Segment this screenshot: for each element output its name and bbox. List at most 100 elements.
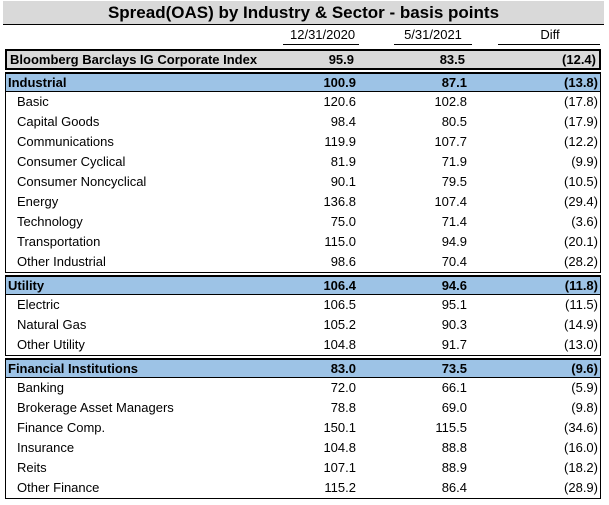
row-label: Financial Institutions bbox=[8, 361, 139, 376]
value-12-31-2020: 115.2 bbox=[324, 480, 356, 495]
value-diff: (9.6) bbox=[571, 361, 598, 376]
value-12-31-2020: 98.6 bbox=[330, 254, 356, 269]
value-12-31-2020: 104.8 bbox=[323, 337, 356, 352]
row-label: Capital Goods bbox=[17, 114, 100, 129]
value-12-31-2020: 104.8 bbox=[323, 440, 356, 455]
industry-row: Communications 119.9 107.7 (12.2) bbox=[5, 132, 601, 152]
industry-row: Technology 75.0 71.4 (3.6) bbox=[5, 212, 601, 232]
row-label: Communications bbox=[17, 134, 114, 149]
value-12-31-2020: 81.9 bbox=[330, 154, 356, 169]
sector-row: Financial Institutions 83.0 73.5 (9.6) bbox=[5, 358, 601, 378]
industry-row: Other Finance 115.2 86.4 (28.9) bbox=[5, 478, 601, 498]
column-header-underline bbox=[498, 44, 600, 45]
industry-row: Banking 72.0 66.1 (5.9) bbox=[5, 378, 601, 398]
value-diff: (12.4) bbox=[562, 52, 596, 67]
sector-section-border bbox=[5, 275, 601, 356]
value-12-31-2020: 78.8 bbox=[330, 400, 356, 415]
sector-row: Industrial 100.9 87.1 (13.8) bbox=[5, 72, 601, 92]
value-5-31-2021: 69.0 bbox=[441, 400, 467, 415]
value-5-31-2021: 107.7 bbox=[434, 134, 467, 149]
row-label: Basic bbox=[17, 94, 49, 109]
row-label: Transportation bbox=[17, 234, 101, 249]
industry-row: Reits 107.1 88.9 (18.2) bbox=[5, 458, 601, 478]
value-diff: (3.6) bbox=[571, 214, 598, 229]
industry-row: Basic 120.6 102.8 (17.8) bbox=[5, 92, 601, 112]
sector-row: Utility 106.4 94.6 (11.8) bbox=[5, 275, 601, 295]
value-diff: (10.5) bbox=[564, 174, 598, 189]
value-5-31-2021: 94.9 bbox=[441, 234, 467, 249]
column-header-underline bbox=[283, 44, 359, 45]
value-5-31-2021: 71.4 bbox=[441, 214, 467, 229]
index-row: Bloomberg Barclays IG Corporate Index 95.… bbox=[5, 49, 601, 70]
industry-row: Brokerage Asset Managers 78.8 69.0 (9.8) bbox=[5, 398, 601, 418]
value-12-31-2020: 105.2 bbox=[323, 317, 356, 332]
value-diff: (18.2) bbox=[564, 460, 598, 475]
sector-section-border bbox=[5, 358, 601, 499]
value-12-31-2020: 115.0 bbox=[324, 234, 356, 249]
value-diff: (29.4) bbox=[564, 194, 598, 209]
value-5-31-2021: 102.8 bbox=[434, 94, 467, 109]
industry-row: Natural Gas 105.2 90.3 (14.9) bbox=[5, 315, 601, 335]
row-label: Bloomberg Barclays IG Corporate Index bbox=[10, 52, 258, 67]
industry-row: Insurance 104.8 88.8 (16.0) bbox=[5, 438, 601, 458]
value-12-31-2020: 106.5 bbox=[323, 297, 356, 312]
industry-row: Electric 106.5 95.1 (11.5) bbox=[5, 295, 601, 315]
value-12-31-2020: 98.4 bbox=[330, 114, 356, 129]
value-diff: (11.5) bbox=[565, 297, 598, 312]
value-5-31-2021: 94.6 bbox=[441, 278, 467, 293]
industry-row: Other Utility 104.8 91.7 (13.0) bbox=[5, 335, 601, 355]
value-5-31-2021: 86.4 bbox=[441, 480, 467, 495]
value-diff: (9.9) bbox=[571, 154, 598, 169]
row-label: Banking bbox=[17, 380, 64, 395]
sector-section-border bbox=[5, 72, 601, 273]
column-header-5-31-2021: 5/31/2021 bbox=[404, 27, 462, 42]
value-diff: (28.9) bbox=[564, 480, 598, 495]
value-diff: (20.1) bbox=[564, 234, 598, 249]
value-5-31-2021: 87.1 bbox=[441, 75, 467, 90]
value-5-31-2021: 73.5 bbox=[441, 361, 467, 376]
value-12-31-2020: 119.9 bbox=[324, 134, 356, 149]
value-diff: (17.9) bbox=[564, 114, 598, 129]
row-label: Reits bbox=[17, 460, 47, 475]
value-5-31-2021: 79.5 bbox=[441, 174, 467, 189]
value-5-31-2021: 88.9 bbox=[441, 460, 467, 475]
value-diff: (11.8) bbox=[564, 278, 598, 293]
industry-row: Transportation 115.0 94.9 (20.1) bbox=[5, 232, 601, 252]
value-12-31-2020: 83.0 bbox=[330, 361, 356, 376]
value-12-31-2020: 107.1 bbox=[323, 460, 356, 475]
row-label: Consumer Cyclical bbox=[17, 154, 126, 169]
row-label: Electric bbox=[17, 297, 60, 312]
value-diff: (12.2) bbox=[564, 134, 598, 149]
column-header-underline bbox=[394, 44, 472, 45]
value-diff: (28.2) bbox=[564, 254, 598, 269]
row-label: Industrial bbox=[8, 75, 67, 90]
value-12-31-2020: 95.9 bbox=[328, 52, 354, 67]
value-5-31-2021: 80.5 bbox=[441, 114, 467, 129]
value-5-31-2021: 115.5 bbox=[435, 420, 467, 435]
value-diff: (14.9) bbox=[564, 317, 598, 332]
value-diff: (9.8) bbox=[571, 400, 598, 415]
value-12-31-2020: 120.6 bbox=[323, 94, 356, 109]
row-label: Other Industrial bbox=[17, 254, 106, 269]
industry-row: Consumer Cyclical 81.9 71.9 (9.9) bbox=[5, 152, 601, 172]
value-diff: (16.0) bbox=[564, 440, 598, 455]
value-5-31-2021: 107.4 bbox=[434, 194, 467, 209]
row-label: Technology bbox=[17, 214, 83, 229]
row-label: Insurance bbox=[17, 440, 75, 455]
value-5-31-2021: 70.4 bbox=[441, 254, 467, 269]
value-5-31-2021: 66.1 bbox=[441, 380, 467, 395]
row-label: Energy bbox=[17, 194, 59, 209]
value-12-31-2020: 75.0 bbox=[330, 214, 356, 229]
value-diff: (13.0) bbox=[564, 337, 598, 352]
row-label: Utility bbox=[8, 278, 45, 293]
value-5-31-2021: 71.9 bbox=[441, 154, 467, 169]
row-label: Brokerage Asset Managers bbox=[17, 400, 174, 415]
value-diff: (34.6) bbox=[564, 420, 598, 435]
industry-row: Other Industrial 98.6 70.4 (28.2) bbox=[5, 252, 601, 272]
value-12-31-2020: 100.9 bbox=[323, 75, 356, 90]
industry-row: Capital Goods 98.4 80.5 (17.9) bbox=[5, 112, 601, 132]
value-5-31-2021: 95.1 bbox=[441, 297, 467, 312]
value-12-31-2020: 72.0 bbox=[330, 380, 356, 395]
column-header-diff: Diff bbox=[540, 27, 560, 42]
